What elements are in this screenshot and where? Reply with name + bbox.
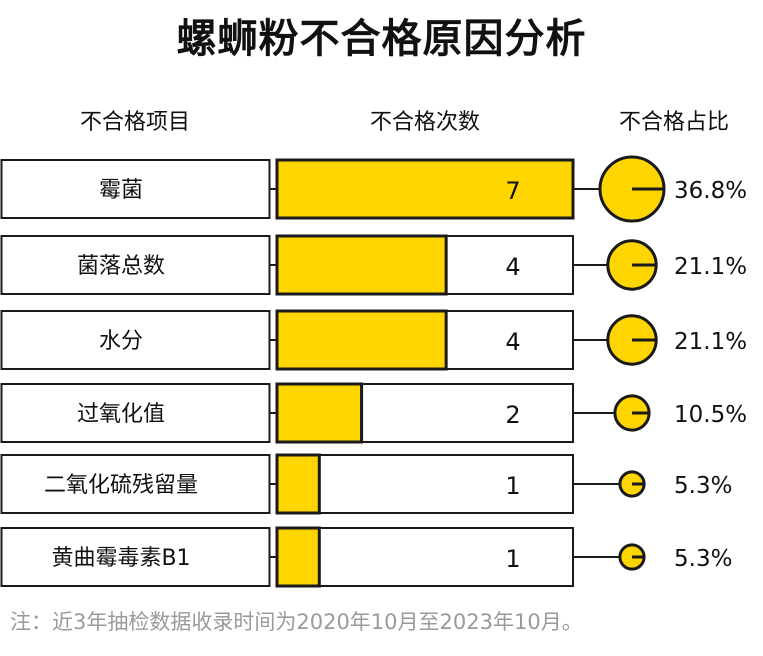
share-percent-label: 5.3% xyxy=(674,546,732,572)
column-header-share: 不合格占比 xyxy=(618,110,729,135)
bar-value-label: 1 xyxy=(505,472,520,500)
share-percent-label: 21.1% xyxy=(674,254,747,280)
bar-value-label: 1 xyxy=(505,545,520,573)
category-label: 菌落总数 xyxy=(77,254,165,279)
bar-track xyxy=(276,454,574,514)
bar-track xyxy=(276,527,574,587)
data-row: 黄曲霉毒素B1 1 5.3% xyxy=(0,526,732,588)
data-row: 水分 4 21.1% xyxy=(0,309,747,371)
bar-value-label: 4 xyxy=(505,253,520,281)
category-label: 二氧化硫残留量 xyxy=(44,473,198,498)
bar-value-label: 4 xyxy=(505,328,520,356)
category-box xyxy=(0,310,271,370)
share-percent-label: 5.3% xyxy=(674,473,732,499)
bar-value-label: 7 xyxy=(505,177,520,205)
category-label: 过氧化值 xyxy=(77,402,165,427)
bar xyxy=(275,158,575,220)
category-box xyxy=(0,383,271,443)
bar xyxy=(275,234,448,296)
data-row: 二氧化硫残留量 1 5.3% xyxy=(0,453,732,515)
bar xyxy=(275,309,448,371)
category-label: 霉菌 xyxy=(99,178,143,203)
chart-title: 螺蛳粉不合格原因分析 xyxy=(176,16,587,62)
category-box xyxy=(0,527,271,587)
category-box xyxy=(0,159,271,219)
bar-value-label: 2 xyxy=(505,401,520,429)
bar xyxy=(275,526,321,588)
column-header-item: 不合格项目 xyxy=(79,110,190,135)
share-percent-label: 10.5% xyxy=(674,402,747,428)
category-label: 黄曲霉毒素B1 xyxy=(51,546,190,571)
share-percent-label: 21.1% xyxy=(674,329,747,355)
share-percent-label: 36.8% xyxy=(674,178,747,204)
category-label: 水分 xyxy=(99,329,143,354)
data-row: 菌落总数 4 21.1% xyxy=(0,234,747,296)
bar xyxy=(275,382,364,444)
category-box xyxy=(0,454,271,514)
data-row: 霉菌 7 36.8% xyxy=(0,155,747,223)
bar xyxy=(275,453,321,515)
data-row: 过氧化值 2 10.5% xyxy=(0,382,747,444)
footnote: 注：近3年抽检数据收录时间为2020年10月至2023年10月。 xyxy=(10,610,583,634)
column-header-count: 不合格次数 xyxy=(369,110,480,135)
category-box xyxy=(0,235,271,295)
